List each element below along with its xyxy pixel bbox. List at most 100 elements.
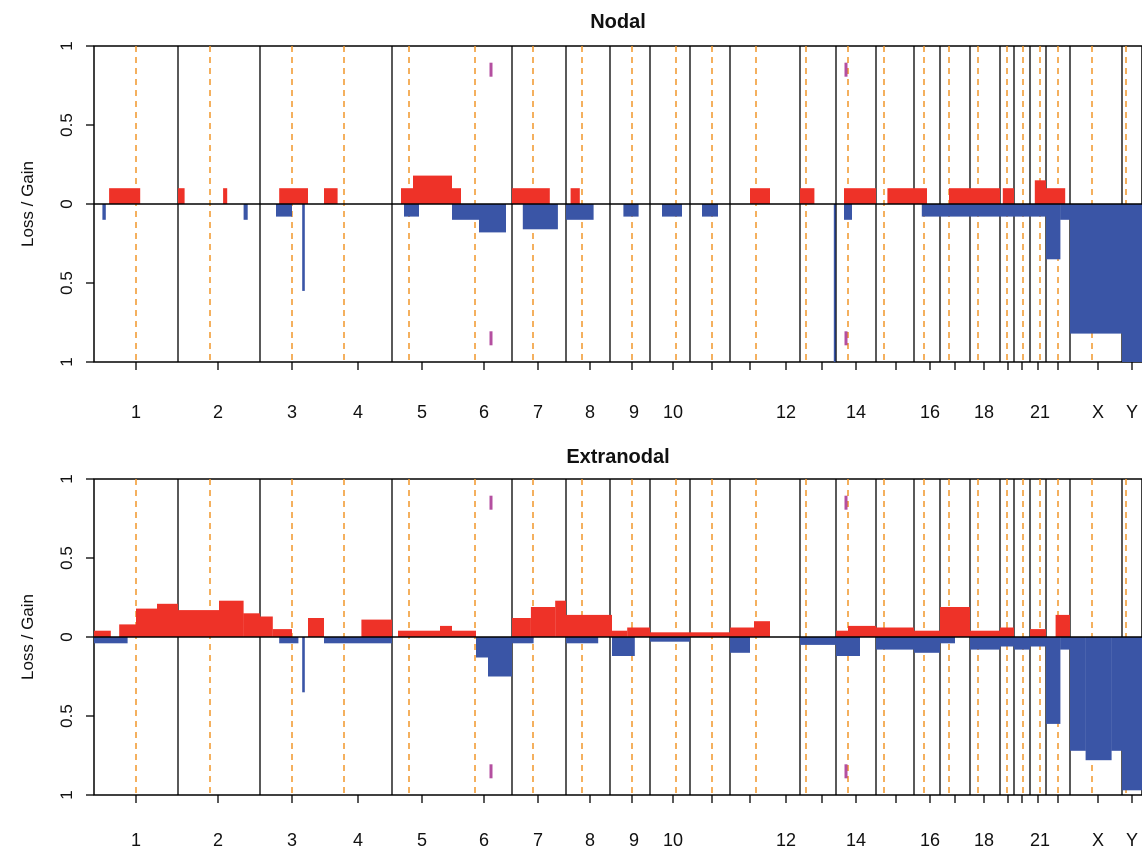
gain-bar (887, 188, 914, 204)
loss-bar (94, 637, 128, 644)
x-tick-label: 18 (974, 402, 994, 422)
marker-tick (844, 764, 848, 779)
gain-bar (612, 630, 628, 637)
x-tick-label: 14 (846, 830, 866, 848)
gain-bar (94, 630, 111, 637)
loss-bar (1060, 637, 1070, 650)
gain-bar (1002, 188, 1014, 204)
loss-bar (1000, 204, 1014, 217)
gain-bar (512, 188, 550, 204)
loss-bar (1085, 637, 1112, 761)
loss-bar (970, 204, 1000, 217)
gain-bar (452, 630, 476, 637)
gain-bar (800, 188, 815, 204)
loss-bar (702, 204, 718, 217)
x-tick-label: 12 (776, 402, 796, 422)
x-tick-label: 3 (287, 830, 297, 848)
y-tick-label: 1 (57, 474, 76, 483)
loss-bar (452, 204, 479, 220)
loss-bar (276, 204, 292, 217)
marker-tick (489, 62, 493, 77)
gain-bar (157, 603, 178, 637)
gain-bar (570, 188, 580, 204)
gain-bar (178, 610, 219, 637)
gain-bar (260, 616, 273, 637)
y-tick-label: 1 (57, 357, 76, 366)
x-tick-label: 1 (131, 402, 141, 422)
x-tick-label: Y (1126, 830, 1138, 848)
gain-bar (440, 625, 452, 637)
loss-bar (1030, 204, 1046, 217)
x-tick-label: 21 (1030, 402, 1050, 422)
gain-bar (1034, 180, 1046, 204)
gain-bar (452, 188, 461, 204)
y-tick-label: 0 (57, 632, 76, 641)
x-tick-label: 2 (213, 830, 223, 848)
loss-bar (1030, 637, 1046, 647)
gain-bar (109, 188, 141, 204)
gain-bar (272, 629, 292, 637)
gain-bar (308, 618, 324, 637)
loss-bar (833, 204, 836, 362)
marker-tick (844, 495, 848, 510)
x-tick-label: 12 (776, 830, 796, 848)
loss-bar (1060, 204, 1070, 220)
marker-tick (489, 331, 493, 346)
marker-tick (489, 495, 493, 510)
gain-bar (690, 632, 730, 637)
nodal-y-axis-label: Loss / Gain (18, 161, 37, 247)
loss-bar (243, 204, 248, 220)
loss-bar (302, 204, 305, 291)
loss-bar (302, 637, 305, 693)
gain-bar (566, 614, 612, 637)
loss-bar (921, 204, 940, 217)
x-tick-label: 2 (213, 402, 223, 422)
y-tick-label: 0.5 (57, 113, 76, 137)
gain-bar (848, 625, 876, 637)
loss-bar (404, 204, 419, 217)
y-tick-label: 0.5 (57, 546, 76, 570)
loss-bar (836, 637, 860, 656)
gain-bar (876, 627, 914, 637)
loss-bar (279, 637, 299, 644)
x-tick-label: 21 (1030, 830, 1050, 848)
gain-bar (398, 630, 440, 637)
gain-bar (940, 607, 970, 637)
loss-bar (662, 204, 682, 217)
loss-bar (730, 637, 750, 653)
gain-bar (219, 600, 244, 637)
loss-bar (102, 204, 106, 220)
loss-bar (1111, 637, 1122, 751)
loss-bar (800, 637, 836, 645)
x-tick-label: 8 (585, 830, 595, 848)
loss-bar (512, 637, 534, 644)
gain-bar (1030, 629, 1046, 637)
loss-bar (488, 637, 512, 677)
gain-bar (1055, 614, 1070, 637)
extranodal-y-axis-label: Loss / Gain (18, 594, 37, 680)
x-tick-label: 7 (533, 830, 543, 848)
gain-bar (401, 188, 413, 204)
gain-bar (1000, 627, 1014, 637)
gain-bar (279, 188, 308, 204)
gain-bar (730, 627, 754, 637)
loss-bar (1046, 204, 1061, 260)
loss-bar (479, 204, 506, 233)
loss-bar (1046, 637, 1061, 724)
loss-bar (612, 637, 635, 656)
y-tick-label: 1 (57, 790, 76, 799)
loss-bar (1014, 637, 1030, 650)
loss-bar (623, 204, 639, 217)
extranodal-panel: Extranodal Loss / Gain 10.500.511 2 3 4 5 6 7 8… (18, 446, 1142, 848)
x-tick-label: X (1092, 402, 1104, 422)
y-tick-label: 0 (57, 199, 76, 208)
extranodal-title: Extranodal (566, 446, 669, 468)
loss-bar (1000, 637, 1014, 647)
x-tick-label: 14 (846, 402, 866, 422)
x-tick-label: 9 (629, 830, 639, 848)
gain-bar (970, 630, 1000, 637)
x-tick-label: 3 (287, 402, 297, 422)
y-tick-label: 1 (57, 41, 76, 50)
loss-bar (1070, 637, 1086, 751)
